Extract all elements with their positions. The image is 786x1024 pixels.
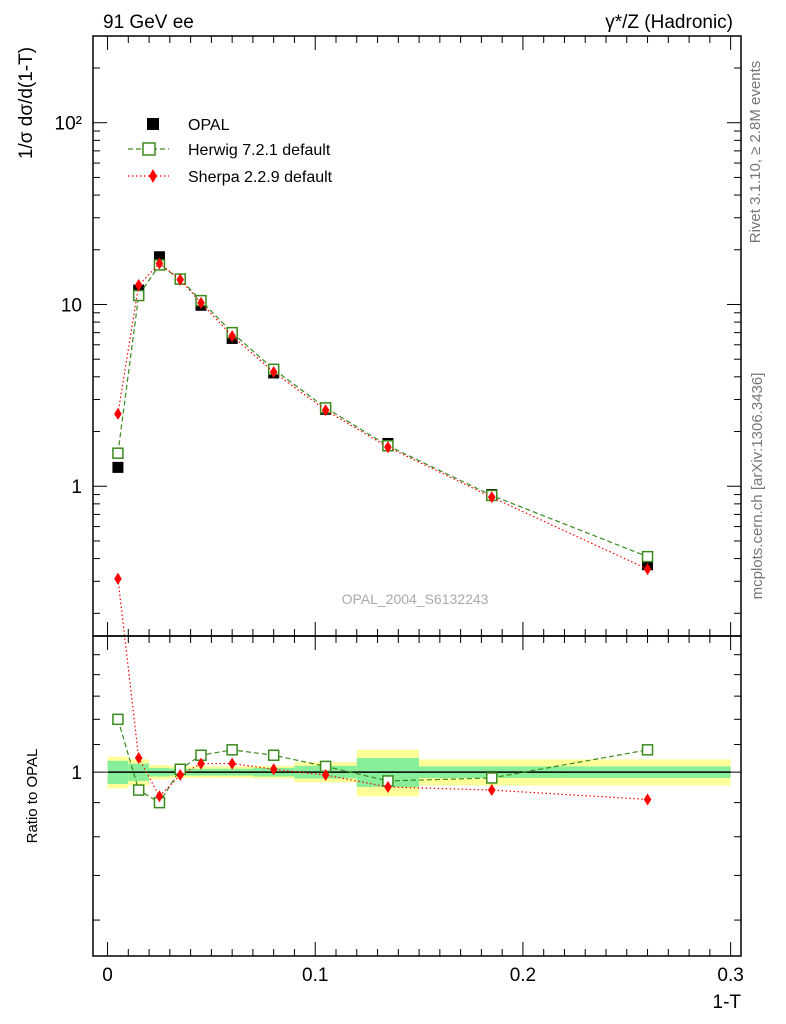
x-tick-label-2: 0.2 [510,965,536,986]
ratio-herwig-point-9 [486,772,498,784]
ratio-plot-frame [92,635,742,957]
rivet-label: Rivet 3.1.10, ≥ 2.8M events [747,61,764,244]
sherpa-point-1 [134,278,143,291]
y-tick-label-0: 1 [71,477,82,498]
legend-herwig-label: Herwig 7.2.1 default [188,142,331,159]
sherpa-point-7 [321,404,330,417]
ratio-sherpa-point-1 [134,751,143,764]
ratio-sherpa-point-3 [176,769,185,782]
herwig-point-0 [112,447,124,459]
ratio-sherpa-point-5 [228,757,236,770]
ratio-sherpa-point-4 [197,757,205,770]
ratio-sherpa-point-9 [487,784,496,797]
herwig-point-10 [641,550,654,563]
ratio-y-tick-label-0: 1 [71,763,82,784]
ratio-sherpa-point-7 [321,769,330,782]
legend-herwig-marker [142,142,156,156]
header-right: γ*/Z (Hadronic) [605,12,733,33]
sherpa-point-10 [643,563,652,576]
ratio-herwig-point-10 [641,744,654,756]
sherpa-point-5 [228,330,236,343]
y-tick-label-1: 10 [61,295,82,316]
opal-point-0 [112,461,124,473]
ratio-herwig-point-6 [267,749,280,761]
y-tick-label-2: 10² [55,114,82,135]
legend-sherpa-label: Sherpa 2.2.9 default [188,169,333,186]
ratio-sherpa-point-0 [114,572,122,585]
legend-opal-label: OPAL [188,117,230,134]
x-axis-label: 1-T [713,992,742,1013]
x-tick-label-0: 0 [102,965,113,986]
herwig-point-1 [132,289,145,302]
x-tick-label-3: 0.3 [717,965,743,986]
analysis-watermark: OPAL_2004_S6132243 [342,591,489,607]
sherpa-point-9 [487,491,496,504]
sherpa-point-3 [176,273,185,286]
ratio-herwig-point-1 [132,784,145,796]
ratio-sherpa-point-6 [269,763,278,776]
x-tick-label-1: 0.1 [302,965,328,986]
legend: OPAL Herwig 7.2.1 default Sherpa 2.2.9 d… [128,117,333,186]
legend-opal-marker [147,118,159,130]
legend-sherpa-marker [149,169,157,183]
opal-point-2 [153,251,165,263]
header-left: 91 GeV ee [103,12,194,33]
mcplots-label: mcplots.cern.ch [arXiv:1306.3436] [749,373,766,600]
ratio-y-axis-label: Ratio to OPAL [24,749,41,844]
sherpa-point-2 [155,257,164,270]
sherpa-point-6 [269,366,278,379]
ratio-herwig-point-5 [226,744,238,756]
sherpa-point-4 [197,296,205,309]
sherpa-point-0 [114,407,122,420]
ratio-herwig-point-0 [112,713,124,726]
ratio-sherpa-point-10 [643,793,652,806]
ratio-sherpa-point-2 [155,790,164,803]
main-y-axis-label: 1/σ dσ/d(1-T) [16,47,37,159]
ratio-sherpa-point-8 [384,780,392,793]
sherpa-point-8 [384,441,392,454]
